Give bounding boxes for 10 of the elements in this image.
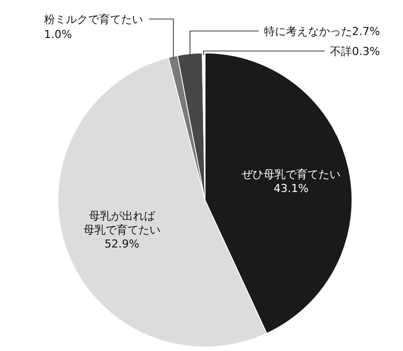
- data-label: 2.7%: [352, 25, 380, 38]
- data-label: 0.3%: [352, 45, 380, 58]
- data-label: 43.1%: [274, 182, 309, 196]
- slice-label: 特に考えなかった: [264, 25, 352, 38]
- slice-label: 母乳が出れば母乳で育てたい: [83, 210, 160, 237]
- data-label: 1.0%: [44, 28, 72, 41]
- slice-label: 粉ミルクで育てたい: [44, 13, 143, 26]
- slice-label: ぜひ母乳で育てたい: [242, 168, 341, 182]
- data-label: 52.9%: [104, 238, 140, 251]
- slice-label: 不詳: [330, 45, 352, 58]
